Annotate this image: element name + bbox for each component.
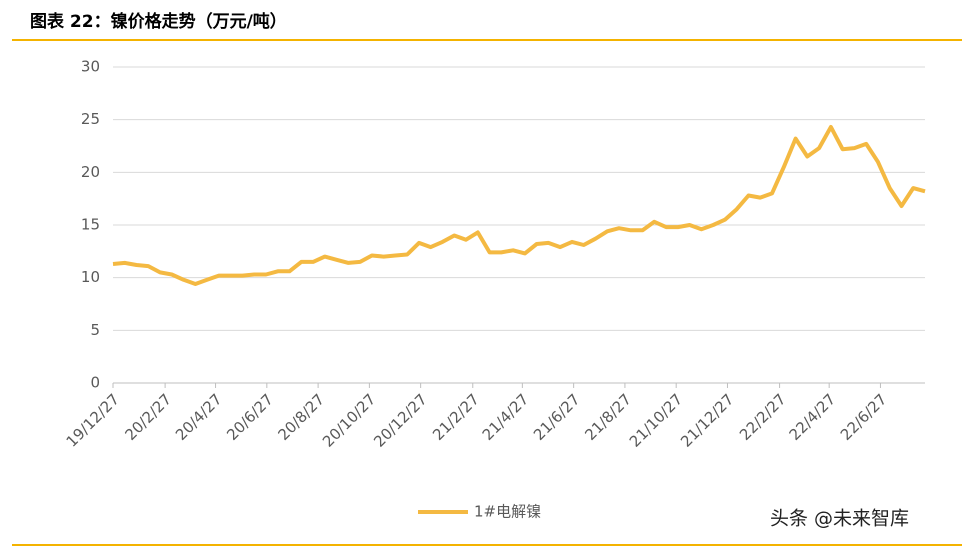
x-tick-label: 22/2/27 [736, 390, 790, 444]
x-tick-label: 21/6/27 [530, 390, 584, 444]
x-tick-label: 20/10/27 [319, 390, 379, 450]
y-tick-label: 20 [81, 163, 100, 181]
x-tick-label: 21/2/27 [429, 390, 483, 444]
line [112, 125, 926, 286]
x-tick-label: 21/4/27 [479, 390, 533, 444]
x-tick-label: 20/4/27 [172, 390, 226, 444]
x-tick-label: 19/12/27 [63, 390, 123, 450]
y-tick-label: 10 [81, 268, 100, 286]
y-tick-label: 30 [81, 58, 100, 76]
y-tick-label: 5 [90, 321, 100, 339]
chart-title: 图表 22：镍价格走势（万元/吨） [30, 11, 287, 32]
y-tick-label: 25 [81, 110, 100, 128]
y-tick-label: 0 [90, 374, 100, 392]
x-tick-label: 20/6/27 [223, 390, 277, 444]
legend-label: 1#电解镍 [474, 503, 541, 521]
x-tick-label: 22/6/27 [837, 390, 891, 444]
watermark: 头条 @未来智库 [770, 508, 909, 530]
y-tick-label: 15 [81, 216, 100, 234]
x-tick-label: 22/4/27 [786, 390, 840, 444]
x-tick-label: 20/12/27 [370, 390, 430, 450]
x-tick-label: 20/2/27 [122, 390, 176, 444]
x-tick-label: 21/10/27 [626, 390, 686, 450]
x-tick-label: 21/12/27 [677, 390, 737, 450]
